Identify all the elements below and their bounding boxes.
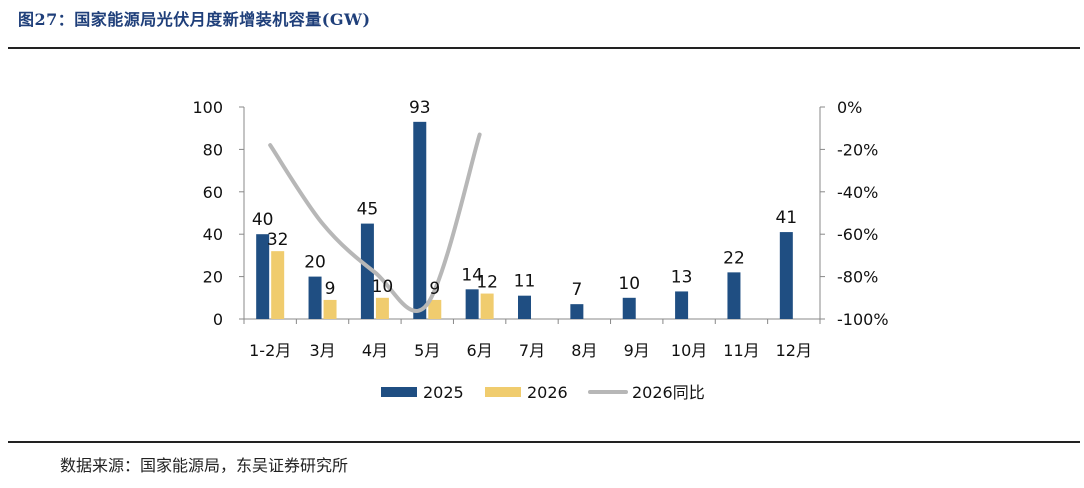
chart-axes: 0 20 40 60 80 100 -100% -80% -60% -40% -20% 0% 1-2月 3… [192,98,888,360]
bar-2026 [271,251,285,319]
bar-2026 [323,299,337,319]
bar-2025 [518,295,531,319]
right-tick-label: 0% [837,98,862,117]
x-tick-label: 5月 [414,341,440,360]
x-tick-label: 10月 [671,341,707,360]
legend-2026-label: 2026 [527,383,568,402]
chart-data-labels: 40 20 45 93 14 11 7 10 13 22 41 32 9 10 9 12 [252,98,797,300]
bar-2025 [779,232,793,319]
x-tick-label: 1-2月 [249,341,291,360]
label-2026: 12 [476,273,498,293]
legend-2026: 2026 [485,383,568,402]
label-2025: 13 [671,267,693,287]
bar-2026 [375,297,389,319]
bottom-rule [8,441,1080,443]
left-tick-label: 40 [203,225,223,244]
label-2025: 11 [514,272,536,292]
label-2026: 10 [372,277,394,297]
left-tick-label: 0 [213,310,223,329]
right-tick-label: -80% [837,268,878,287]
chart-bars [256,121,793,319]
x-tick-label: 8月 [571,341,597,360]
label-2026: 9 [325,279,336,299]
legend-2026-yoy-label: 2026同比 [632,383,705,402]
left-tick-label: 20 [203,268,223,287]
legend-2025-label: 2025 [423,383,464,402]
chart-legend: 2025 2026 2026同比 [381,383,705,402]
bar-2026 [428,299,442,319]
label-2025: 45 [357,200,379,220]
chart-yoy-line [268,132,482,313]
bar-2025 [256,234,270,319]
data-source-note: 数据来源：国家能源局，东吴证券研究所 [60,456,349,475]
left-tick-label: 60 [203,183,223,202]
label-2026: 32 [267,230,289,250]
label-2025: 41 [775,208,797,228]
bar-2025 [570,304,584,319]
line-2026-yoy [268,132,482,313]
bar-2025 [360,223,374,319]
bar-2025 [413,121,427,319]
top-rule [8,47,1080,49]
right-tick-label: -100% [837,310,889,329]
bar-2026 [480,293,494,319]
right-tick-label: -20% [837,140,878,159]
legend-2026-yoy: 2026同比 [588,383,705,402]
label-2025: 20 [304,253,326,273]
left-tick-label: 80 [203,140,223,159]
label-2025: 14 [461,265,483,285]
label-2026: 9 [429,279,440,299]
x-tick-label: 7月 [519,341,545,360]
label-2025: 10 [618,274,640,294]
x-tick-label: 6月 [467,341,493,360]
bar-2025 [308,276,322,319]
label-2025: 40 [252,210,274,230]
x-tick-label: 12月 [776,341,812,360]
bar-2025 [622,297,636,319]
bar-2025 [675,291,689,319]
x-tick-label: 11月 [723,341,759,360]
bar-2025 [727,272,741,319]
label-2025: 7 [571,280,582,300]
label-2025: 93 [409,98,431,118]
x-tick-label: 4月 [362,341,388,360]
right-tick-label: -60% [837,225,878,244]
legend-2026-swatch [485,387,521,397]
legend-2025: 2025 [381,383,464,402]
x-tick-label: 9月 [624,341,650,360]
left-tick-label: 100 [192,98,223,117]
figure-title: 图27：国家能源局光伏月度新增装机容量(GW) [18,10,371,29]
label-2025: 22 [723,248,745,268]
legend-2025-swatch [381,387,417,397]
x-tick-label: 3月 [309,341,335,360]
right-tick-label: -40% [837,183,878,202]
bar-2025 [465,289,479,319]
